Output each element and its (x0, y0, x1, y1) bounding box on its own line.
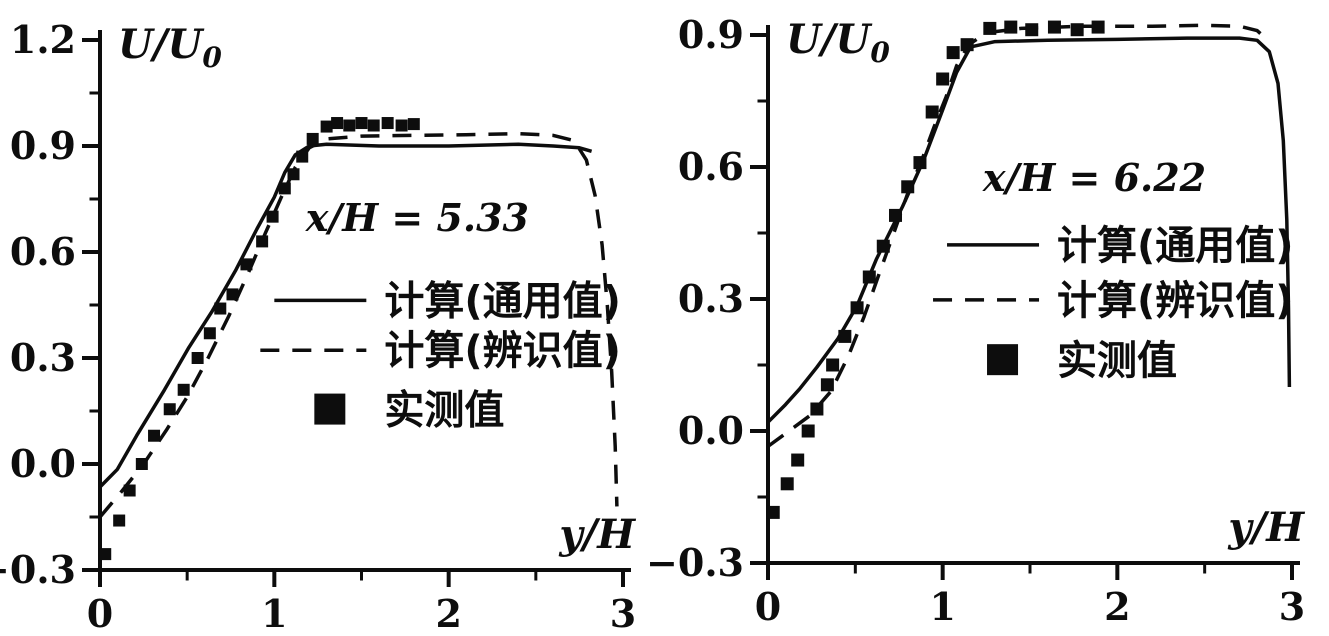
data-point-square (826, 358, 840, 372)
data-point-square (148, 429, 161, 442)
data-point-square (256, 235, 269, 248)
x-tick-label: 0 (755, 584, 781, 629)
data-point-square (355, 117, 368, 130)
data-point-square (1070, 23, 1084, 37)
data-point-square (331, 117, 344, 130)
x-tick-label: 0 (87, 591, 113, 636)
y-tick-label: 0.6 (10, 229, 76, 274)
data-point-square (203, 327, 216, 340)
data-point-square (278, 182, 291, 195)
data-point-square (925, 105, 939, 119)
y-tick-label: 0.0 (678, 408, 744, 453)
x-axis-title: y/H (558, 511, 636, 558)
data-point-square (381, 117, 394, 130)
data-point-square (296, 150, 309, 163)
data-point-square (838, 329, 852, 343)
y-tick-label: −0.3 (646, 540, 744, 585)
data-point-square (780, 477, 794, 491)
legend: 计算(通用值) 计算(辨识值) 实测值 (933, 223, 1294, 384)
data-point-square (1004, 20, 1018, 34)
data-point-square (960, 38, 974, 52)
y-axis-title: U/U0 (118, 21, 222, 74)
data-point-square (889, 208, 903, 222)
axes (750, 25, 1300, 580)
annotation-xh: x/H = 5.33 (305, 195, 529, 240)
annotation-xh: x/H = 6.22 (982, 155, 1206, 200)
data-point-square (1025, 23, 1039, 37)
data-point-square (936, 72, 950, 86)
data-point-square (99, 548, 112, 561)
data-point-square (113, 514, 126, 527)
x-tick-label: 2 (1104, 584, 1130, 629)
data-point-square (214, 302, 227, 315)
data-point-square (367, 119, 380, 132)
legend: 计算(通用值)计算(辨识值) 实测值 (260, 278, 621, 434)
legend-square-sample (987, 344, 1019, 376)
chart-xh-5-33: 1.2 0.9 0.6 0.3 0.0 −0.30 1 2 3 U/U0 y/H 计算(通用值)计算(… (0, 17, 636, 636)
data-point-square (850, 301, 864, 315)
series-measured-points (99, 117, 420, 561)
data-point-square (946, 46, 960, 60)
series-dashed-line (98, 131, 619, 519)
legend-label: 计算(通用值) (384, 278, 621, 324)
y-tick-label: 0.0 (10, 441, 76, 486)
x-tick-label: 3 (1279, 584, 1305, 629)
data-point-square (320, 120, 333, 133)
data-point-square (343, 119, 356, 132)
axes (82, 30, 631, 587)
series-dashed-line (766, 23, 1271, 448)
x-axis-title: y/H (1227, 504, 1305, 551)
data-point-square (876, 239, 890, 253)
data-point-square (266, 210, 279, 223)
data-point-square (407, 118, 420, 131)
data-point-square (287, 168, 300, 181)
series-measured-points (766, 20, 1105, 519)
y-tick-label: 0.9 (10, 123, 76, 168)
data-point-square (135, 458, 148, 470)
legend-label: 计算(通用值) (1057, 223, 1294, 269)
y-axis-title: U/U0 (786, 16, 890, 69)
series-solid-line (98, 142, 593, 489)
y-tick-label: −0.3 (0, 547, 76, 592)
data-point-square (1047, 20, 1061, 34)
data-point-square (901, 180, 915, 194)
data-point-square (766, 505, 780, 519)
data-point-square (913, 156, 927, 170)
y-tick-label: 1.2 (10, 17, 76, 62)
data-point-square (240, 258, 253, 271)
x-tick-label: 2 (435, 591, 461, 636)
data-point-square (862, 270, 876, 284)
chart-xh-6-22: 0.9 0.6 0.3 0.0 −0.30 1 2 3 U/U0 y/H 计算(通用值) 计算(辨识值… (646, 12, 1305, 629)
y-tick-label: 0.6 (678, 144, 744, 189)
legend-label: 实测值 (1057, 338, 1177, 384)
data-point-square (810, 402, 824, 416)
data-point-square (983, 21, 997, 35)
legend-label: 实测值 (384, 388, 504, 434)
y-tick-label: 0.9 (678, 12, 744, 57)
x-tick-label: 1 (261, 591, 287, 636)
data-point-square (191, 352, 204, 364)
data-point-square (123, 484, 136, 497)
data-point-square (395, 119, 408, 132)
x-tick-label: 1 (929, 584, 955, 629)
y-tick-label: 0.3 (678, 276, 744, 321)
data-point-square (306, 132, 319, 145)
data-point-square (791, 453, 805, 467)
legend-label: 计算(辨识值) (1057, 278, 1294, 324)
series-solid-line (766, 36, 1292, 424)
data-point-square (163, 403, 176, 416)
data-point-square (801, 424, 815, 438)
data-point-square (820, 378, 834, 392)
x-tick-label: 3 (610, 591, 636, 636)
legend-square-sample (314, 393, 346, 425)
y-tick-label: 0.3 (10, 335, 76, 380)
legend-label: 计算(辨识值) (384, 328, 621, 374)
data-point-square (1091, 20, 1105, 34)
data-point-square (226, 288, 239, 301)
data-point-square (177, 383, 190, 396)
